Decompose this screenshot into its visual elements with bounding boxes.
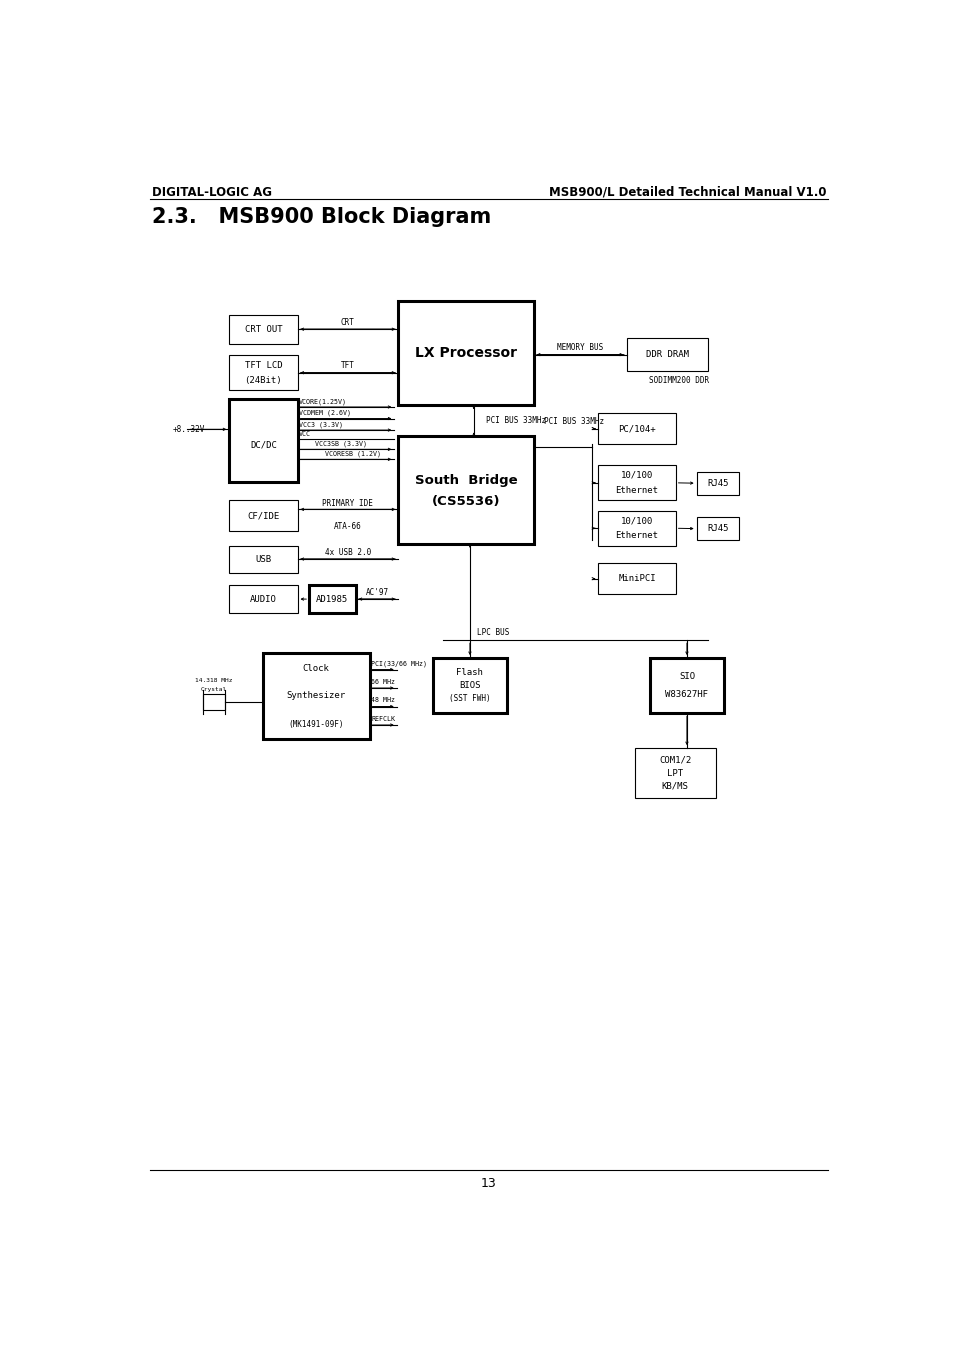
Text: ATA-66: ATA-66 bbox=[334, 521, 361, 531]
Bar bbox=[203, 694, 224, 709]
Text: Synthesizer: Synthesizer bbox=[286, 692, 345, 700]
Text: (24Bit): (24Bit) bbox=[244, 376, 282, 385]
Text: PRIMARY IDE: PRIMARY IDE bbox=[322, 499, 373, 508]
Text: 13: 13 bbox=[480, 1177, 497, 1190]
Text: VCC: VCC bbox=[298, 431, 311, 436]
Text: PCI(33/66 MHz): PCI(33/66 MHz) bbox=[371, 661, 427, 666]
Text: RJ45: RJ45 bbox=[706, 524, 728, 534]
Text: PCI BUS 33MHz: PCI BUS 33MHz bbox=[543, 417, 603, 426]
Text: SODIMM200 DDR: SODIMM200 DDR bbox=[648, 376, 708, 385]
Bar bbox=[397, 436, 534, 544]
Bar bbox=[696, 471, 739, 494]
Text: South  Bridge: South Bridge bbox=[415, 474, 517, 488]
Text: MiniPCI: MiniPCI bbox=[618, 574, 655, 584]
Text: CF/IDE: CF/IDE bbox=[247, 511, 279, 520]
Text: PCI BUS 33MHz: PCI BUS 33MHz bbox=[486, 416, 546, 426]
Text: 10/100: 10/100 bbox=[620, 470, 653, 480]
Bar bbox=[433, 658, 506, 713]
Text: Ethernet: Ethernet bbox=[615, 486, 658, 494]
Text: RJ45: RJ45 bbox=[706, 478, 728, 488]
Text: SIO: SIO bbox=[679, 671, 695, 681]
Text: DC/DC: DC/DC bbox=[250, 440, 276, 450]
Text: PC/104+: PC/104+ bbox=[618, 424, 655, 434]
Text: (CS5536): (CS5536) bbox=[432, 496, 499, 508]
Text: 48 MHz: 48 MHz bbox=[371, 697, 395, 704]
Text: AC'97: AC'97 bbox=[365, 588, 388, 597]
Text: LX Processor: LX Processor bbox=[415, 346, 517, 361]
Bar bbox=[229, 500, 297, 531]
Bar bbox=[626, 339, 707, 370]
Text: 10/100: 10/100 bbox=[620, 516, 653, 526]
Text: LPC BUS: LPC BUS bbox=[476, 628, 509, 638]
Bar bbox=[598, 563, 675, 594]
Text: KB/MS: KB/MS bbox=[661, 782, 688, 790]
Text: 2.3.   MSB900 Block Diagram: 2.3. MSB900 Block Diagram bbox=[152, 207, 491, 227]
Text: DIGITAL-LOGIC AG: DIGITAL-LOGIC AG bbox=[152, 185, 272, 199]
Text: +8..32V: +8..32V bbox=[172, 424, 205, 434]
Bar bbox=[634, 748, 716, 798]
Text: DDR DRAM: DDR DRAM bbox=[645, 350, 688, 359]
Text: (SST FWH): (SST FWH) bbox=[449, 694, 490, 704]
Text: CRT OUT: CRT OUT bbox=[244, 324, 282, 334]
Bar bbox=[229, 355, 297, 390]
Text: VCORESB (1.2V): VCORESB (1.2V) bbox=[324, 451, 380, 457]
Text: VCORE(1.25V): VCORE(1.25V) bbox=[298, 399, 347, 405]
Text: VCC3 (3.3V): VCC3 (3.3V) bbox=[298, 422, 343, 428]
Text: MSB900/L Detailed Technical Manual V1.0: MSB900/L Detailed Technical Manual V1.0 bbox=[548, 185, 825, 199]
Text: CRT: CRT bbox=[340, 317, 355, 327]
Bar bbox=[397, 301, 534, 405]
Text: REFCLK: REFCLK bbox=[371, 716, 395, 721]
Text: COM1/2: COM1/2 bbox=[659, 755, 691, 765]
Text: TFT: TFT bbox=[340, 361, 355, 370]
Text: (MK1491-09F): (MK1491-09F) bbox=[288, 720, 343, 730]
Bar bbox=[598, 466, 675, 500]
Text: MEMORY BUS: MEMORY BUS bbox=[557, 343, 603, 353]
Bar bbox=[649, 658, 723, 713]
Text: BIOS: BIOS bbox=[458, 681, 480, 690]
Text: Ethernet: Ethernet bbox=[615, 531, 658, 540]
Bar bbox=[229, 315, 297, 345]
Bar bbox=[309, 585, 355, 613]
Bar bbox=[229, 546, 297, 573]
Bar bbox=[598, 413, 675, 444]
Bar bbox=[229, 585, 297, 613]
Text: VCDMEM (2.6V): VCDMEM (2.6V) bbox=[298, 409, 351, 416]
Text: 4x USB 2.0: 4x USB 2.0 bbox=[324, 547, 371, 557]
Text: Flash: Flash bbox=[456, 669, 483, 677]
Bar bbox=[262, 653, 369, 739]
Text: VCC3SB (3.3V): VCC3SB (3.3V) bbox=[314, 440, 366, 447]
Text: AUDIO: AUDIO bbox=[250, 594, 276, 604]
Text: USB: USB bbox=[255, 554, 272, 563]
Bar bbox=[598, 511, 675, 546]
Text: Clock: Clock bbox=[302, 663, 329, 673]
Text: W83627HF: W83627HF bbox=[665, 690, 708, 700]
Text: AD1985: AD1985 bbox=[315, 594, 348, 604]
Text: LPT: LPT bbox=[666, 769, 682, 778]
Bar bbox=[696, 517, 739, 540]
Bar bbox=[229, 400, 297, 482]
Text: 66 MHz: 66 MHz bbox=[371, 678, 395, 685]
Text: 14.318 MHz: 14.318 MHz bbox=[194, 678, 233, 682]
Text: TFT LCD: TFT LCD bbox=[244, 361, 282, 370]
Text: Crystal: Crystal bbox=[200, 688, 227, 692]
